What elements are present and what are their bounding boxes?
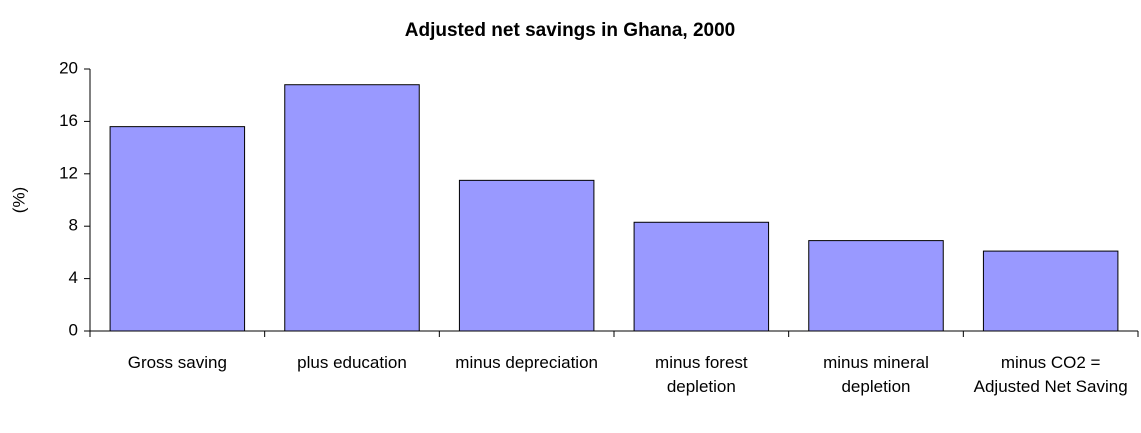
x-tick-label: plus education bbox=[297, 353, 407, 372]
y-tick-label: 16 bbox=[59, 111, 78, 130]
y-tick-label: 12 bbox=[59, 163, 78, 182]
y-tick-label: 4 bbox=[69, 268, 78, 287]
y-tick-label: 20 bbox=[59, 58, 78, 77]
x-tick-label: minus depreciation bbox=[455, 353, 598, 372]
x-tick-label: minus CO2 = Adjusted Net Saving bbox=[973, 353, 1128, 396]
bar bbox=[633, 221, 770, 332]
y-axis-label: (%) bbox=[9, 187, 28, 213]
x-tick-label: minus mineral depletion bbox=[823, 353, 929, 396]
y-tick-label: 0 bbox=[69, 320, 78, 339]
x-tick-label: Gross saving bbox=[127, 353, 227, 372]
x-tick-label: minus forest depletion bbox=[655, 353, 748, 396]
bar bbox=[284, 84, 420, 332]
bar bbox=[109, 126, 246, 332]
bar bbox=[808, 240, 944, 332]
y-tick-label: 8 bbox=[69, 216, 78, 235]
bar bbox=[982, 250, 1119, 332]
chart-title: Adjusted net savings in Ghana, 2000 bbox=[405, 20, 736, 41]
bar bbox=[458, 179, 595, 332]
